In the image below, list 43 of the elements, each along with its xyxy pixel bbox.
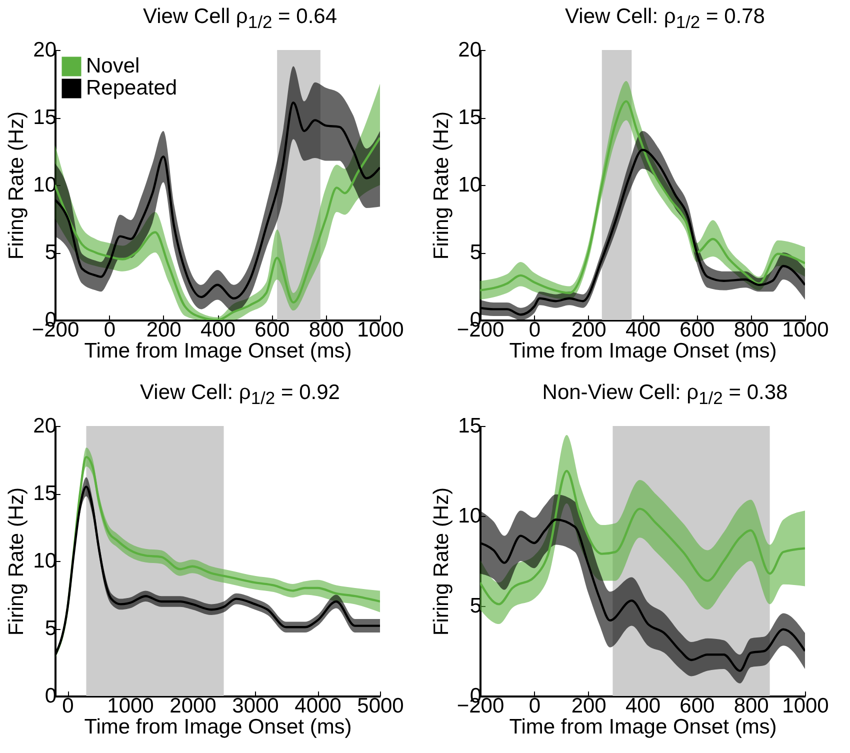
x-tick-label: 0	[104, 318, 116, 342]
x-tick-label: 3000	[232, 694, 279, 718]
x-tick-label: 800	[734, 318, 769, 342]
x-axis-title: Time from Image Onset (ms)	[509, 340, 777, 362]
x-tick-label: 800	[734, 694, 769, 718]
y-tick-label: 20	[33, 414, 56, 438]
x-tick-label: 400	[625, 318, 661, 342]
x-tick-label: 800	[308, 318, 344, 342]
y-tick-label: 15	[458, 414, 482, 438]
x-tick-label: 200	[571, 318, 606, 342]
y-axis-title: Firing Rate (Hz)	[430, 111, 454, 260]
y-tick-label: 20	[458, 38, 482, 62]
chart-title: View Cell: ρ$_{1/2}$ = 0.78	[564, 4, 766, 34]
x-tick-label: 1000	[782, 318, 829, 342]
y-axis-title: Firing Rate (Hz)	[5, 487, 28, 636]
x-axis-title: Time from Image Onset (ms)	[84, 716, 352, 738]
x-axis-title: Time from Image Onset (ms)	[509, 716, 777, 738]
y-axis-title: Firing Rate (Hz)	[5, 111, 28, 260]
legend-label: Novel	[86, 54, 140, 78]
x-tick-label: 5000	[357, 694, 404, 718]
y-axis-title: Firing Rate (Hz)	[430, 487, 454, 636]
chart-title: View Cell ρ$_{1/2}$ = 0.64	[142, 4, 338, 34]
x-tick-label: 600	[254, 318, 290, 342]
x-tick-label: 2000	[170, 694, 216, 718]
x-tick-label: 1000	[357, 318, 404, 342]
x-tick-label: 4000	[294, 694, 342, 718]
x-tick-label: 0	[528, 318, 541, 342]
x-tick-label: 600	[680, 318, 715, 342]
x-tick-label: 400	[625, 694, 661, 718]
x-tick-label: 200	[571, 694, 606, 718]
y-tick-label: 20	[33, 38, 56, 62]
x-tick-label: 0	[62, 694, 74, 718]
line-series	[480, 470, 805, 606]
x-tick-label: 0	[528, 694, 541, 718]
x-tick-label: 1000	[782, 694, 829, 718]
x-tick-label: 1000	[107, 694, 154, 718]
x-tick-label: 400	[200, 318, 236, 342]
chart-title: View Cell: ρ$_{1/2}$ = 0.92	[139, 380, 341, 410]
chart-title: Non-View Cell: ρ$_{1/2}$ = 0.38	[541, 380, 789, 410]
x-tick-label: 600	[680, 694, 715, 718]
x-axis-title: Time from Image Onset (ms)	[84, 340, 352, 362]
legend-label: Repeated	[86, 76, 178, 100]
x-tick-label: 200	[146, 318, 182, 342]
